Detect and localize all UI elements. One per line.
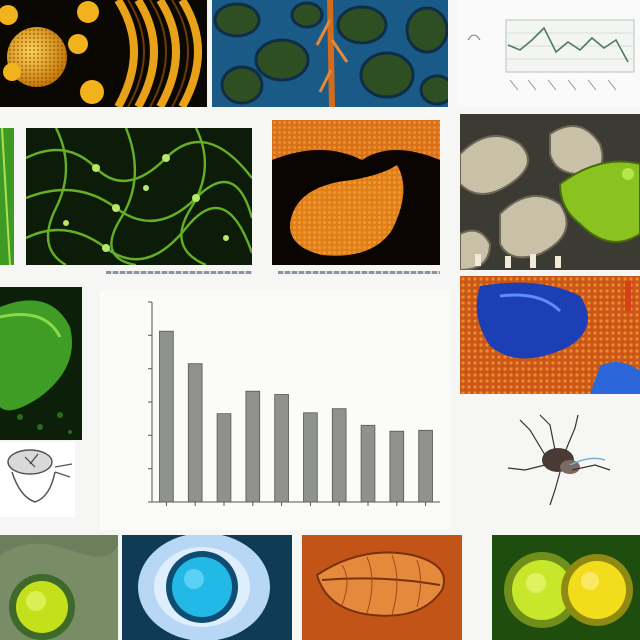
bar-7 bbox=[361, 425, 375, 502]
orange-organism-image bbox=[272, 120, 440, 265]
panel-green-network bbox=[26, 128, 252, 265]
bar-chart-svg bbox=[100, 290, 450, 530]
panel-blue-cellular bbox=[212, 0, 448, 107]
orange-leaf-image bbox=[302, 535, 462, 640]
green-cell-image bbox=[0, 535, 118, 640]
panel-grey-green-3d bbox=[460, 114, 640, 270]
panel-green-leaf bbox=[0, 287, 82, 440]
bar-4 bbox=[275, 395, 289, 503]
bar-6 bbox=[332, 409, 346, 502]
x-axis-ticks bbox=[166, 502, 425, 506]
insect-sketch-right-image bbox=[500, 410, 615, 510]
panel-orange-leaf bbox=[302, 535, 462, 640]
caption-green-network bbox=[106, 271, 252, 274]
panel-orange-organism bbox=[272, 120, 440, 265]
bar-3 bbox=[246, 391, 260, 502]
bar-1 bbox=[188, 364, 202, 502]
panel-blue-cell bbox=[122, 535, 292, 640]
y-axis-ticks bbox=[148, 302, 152, 502]
panel-blue-orange-tissue bbox=[460, 276, 640, 394]
bar-8 bbox=[390, 431, 404, 502]
bar-9 bbox=[419, 430, 433, 502]
green-strip-image bbox=[0, 128, 14, 265]
panel-pollen-gold bbox=[0, 0, 207, 107]
bar-0 bbox=[160, 331, 174, 502]
panel-green-strip bbox=[0, 128, 14, 265]
mini-line-chart-image bbox=[458, 0, 640, 107]
yellow-cells-image bbox=[492, 535, 640, 640]
insect-sketch-left-image bbox=[0, 442, 75, 517]
caption-orange-organism bbox=[278, 271, 440, 274]
panel-insect-sketch-right bbox=[500, 410, 615, 510]
bar-2 bbox=[217, 414, 231, 502]
blue-cellular-image bbox=[212, 0, 448, 107]
panel-green-cell bbox=[0, 535, 118, 640]
bar-chart bbox=[100, 290, 450, 530]
bar-5 bbox=[304, 413, 318, 502]
panel-mini-line-chart bbox=[458, 0, 640, 107]
blue-orange-tissue-image bbox=[460, 276, 640, 394]
grey-green-3d-image bbox=[460, 114, 640, 270]
green-leaf-image bbox=[0, 287, 82, 440]
panel-insect-sketch-left bbox=[0, 442, 75, 517]
green-network-image bbox=[26, 128, 252, 265]
bars bbox=[160, 331, 433, 502]
pollen-gold-image bbox=[0, 0, 207, 107]
blue-cell-image bbox=[122, 535, 292, 640]
panel-yellow-cells bbox=[492, 535, 640, 640]
